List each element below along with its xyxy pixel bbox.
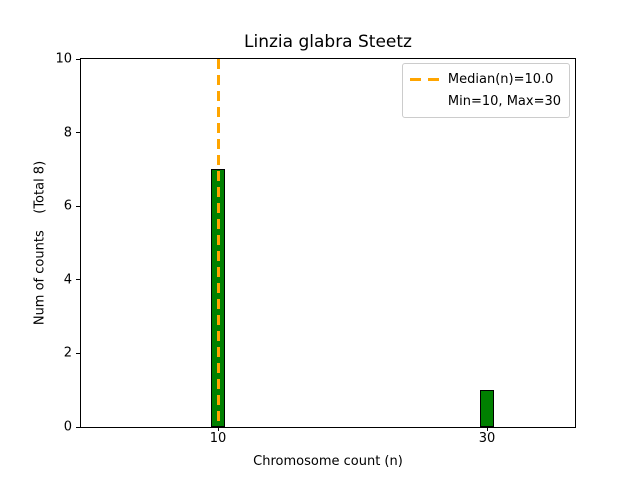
y-tick-8 [76,132,80,134]
y-tick-label-2: 2 [63,345,72,361]
median-line [216,59,220,427]
plot-area: Median(n)=10.0 Min=10, Max=30 10 30 0 2 4 6 8 1… [55,53,576,445]
x-tick-label-10: 10 [209,431,227,446]
x-tick-30 [486,427,488,431]
bar-x30 [479,390,495,427]
y-tick-6 [76,205,80,207]
legend-label-median: Median(n)=10.0 [447,71,554,87]
y-tick-label-4: 4 [63,272,72,288]
y-tick-label-6: 6 [63,198,72,214]
median-dashed-line-swatch [409,77,439,81]
y-tick-0 [76,426,80,428]
legend: Median(n)=10.0 Min=10, Max=30 [401,63,570,118]
legend-empty-swatch [410,100,439,103]
chart-title: Linzia glabra Steetz [244,32,412,52]
y-tick-label-8: 8 [63,125,72,141]
y-tick-2 [76,352,80,354]
y-tick-label-10: 10 [55,51,72,67]
legend-entry-median: Median(n)=10.0 [409,68,561,90]
x-axis-label: Chromosome count (n) [253,454,403,469]
y-axis-label: Num of counts (Total 8) [32,160,48,326]
x-tick-10 [217,427,219,431]
y-tick-10 [76,58,80,60]
y-tick-label-0: 0 [63,419,72,435]
x-tick-label-30: 30 [478,431,496,446]
legend-label-minmax: Min=10, Max=30 [447,93,561,109]
legend-entry-minmax: Min=10, Max=30 [410,90,561,112]
y-tick-4 [76,279,80,281]
